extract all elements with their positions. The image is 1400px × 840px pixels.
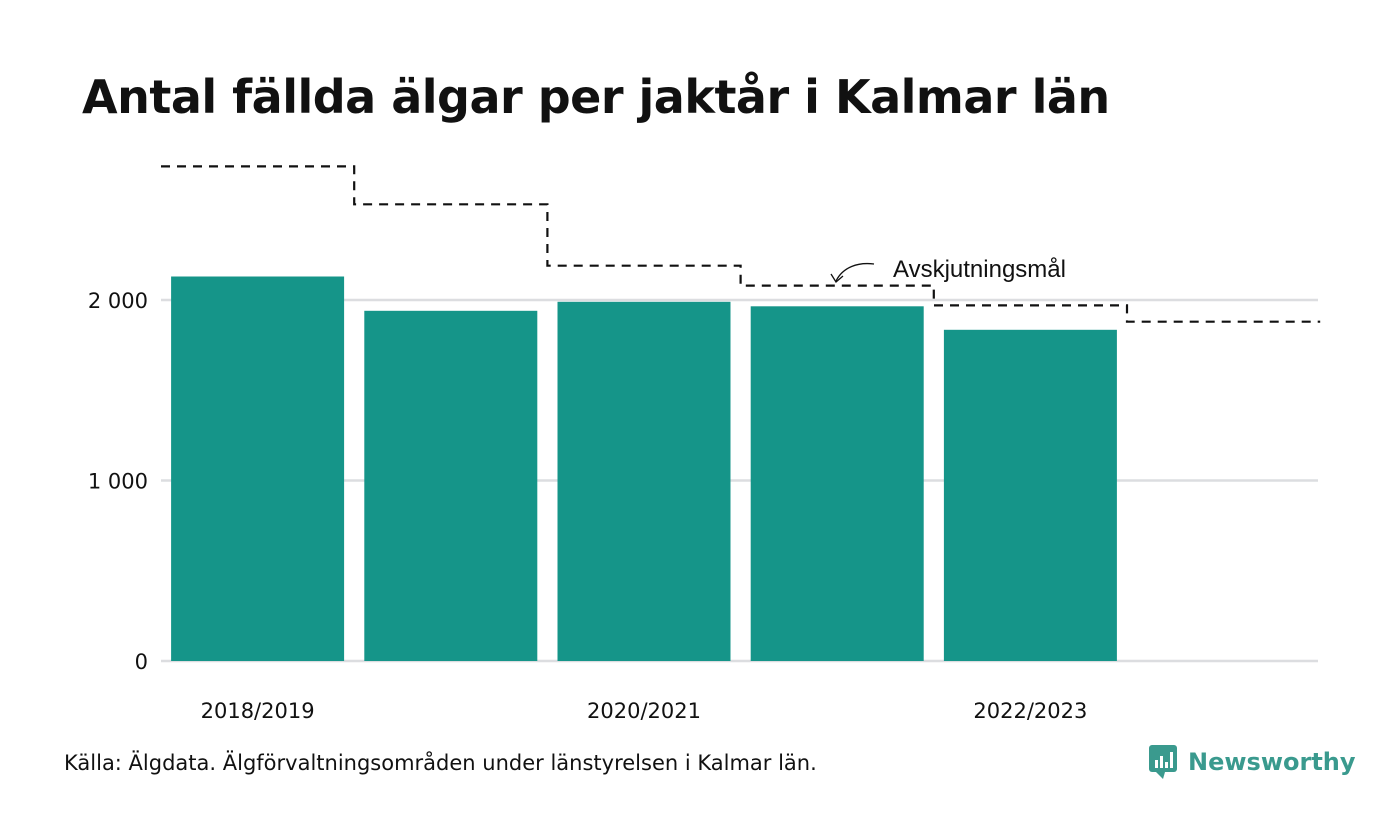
bar-2019-2020 — [364, 310, 538, 661]
brand-logo: Newsworthy — [1148, 744, 1356, 780]
bar-2020-2021 — [557, 301, 731, 661]
bars — [171, 276, 1117, 661]
newsworthy-logo-icon — [1149, 745, 1177, 779]
bar-2022-2023 — [943, 329, 1117, 661]
y-tick-label: 1 000 — [88, 470, 148, 494]
bar-2021-2022 — [750, 306, 924, 661]
target-annotation: Avskjutningsmål — [830, 256, 1066, 283]
y-axis-ticks: 0 1 000 2 000 — [88, 289, 148, 674]
brand-name: Newsworthy — [1188, 748, 1356, 776]
target-line — [161, 165, 1321, 323]
annotation-arrowhead — [830, 273, 844, 283]
x-axis-ticks: 2018/2019 2020/2021 2022/2023 — [201, 699, 1088, 723]
chart-title: Antal fällda älgar per jaktår i Kalmar l… — [82, 70, 1110, 124]
target-series-label: Avskjutningsmål — [893, 256, 1066, 283]
bar-2018-2019 — [171, 276, 345, 661]
x-tick-label: 2022/2023 — [973, 699, 1087, 723]
gridlines — [161, 298, 1318, 663]
target-step-line — [161, 165, 1321, 323]
annotation-arrow — [835, 262, 875, 282]
y-tick-label: 0 — [135, 650, 148, 674]
y-tick-label: 2 000 — [88, 289, 148, 313]
source-note: Källa: Älgdata. Älgförvaltningsområden u… — [64, 751, 817, 775]
x-tick-label: 2018/2019 — [201, 699, 315, 723]
x-tick-label: 2020/2021 — [587, 699, 701, 723]
